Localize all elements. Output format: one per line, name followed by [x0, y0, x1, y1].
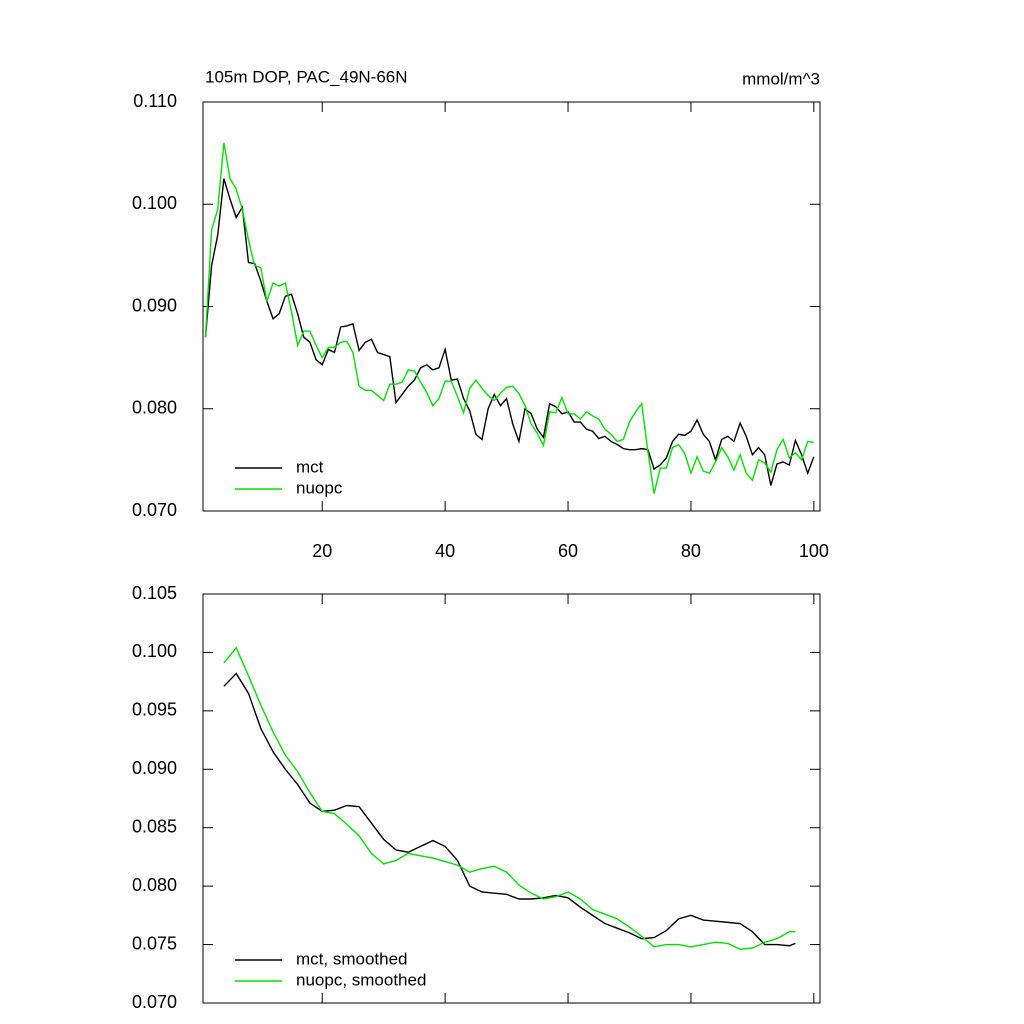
x-tick-label: 40 [435, 541, 455, 561]
y-tick-label: 0.070 [132, 992, 177, 1012]
legend-label: nuopc, smoothed [296, 970, 426, 989]
plot-frame [202, 593, 821, 1004]
x-tick-label: 100 [799, 541, 829, 561]
series-line [204, 178, 815, 486]
legend-label: nuopc [296, 478, 343, 497]
legend-label: mct, smoothed [296, 949, 408, 968]
y-tick-label: 0.085 [132, 816, 177, 836]
y-tick-label: 0.080 [132, 398, 177, 418]
y-tick-label: 0.070 [132, 500, 177, 520]
x-tick-label: 60 [558, 541, 578, 561]
series-line [223, 646, 796, 950]
x-tick-label: 20 [312, 541, 332, 561]
y-tick-label: 0.105 [132, 583, 177, 603]
y-tick-label: 0.110 [133, 91, 177, 111]
series-line [204, 142, 814, 494]
y-tick-label: 0.095 [132, 700, 177, 720]
y-tick-label: 0.090 [132, 295, 177, 315]
series-line [223, 672, 796, 947]
chart-title: 105m DOP, PAC_49N-66N [205, 67, 408, 86]
y-tick-label: 0.090 [132, 758, 177, 778]
legend-label: mct [296, 457, 324, 476]
y-tick-label: 0.100 [132, 193, 177, 213]
y-tick-label: 0.100 [132, 641, 177, 661]
y-tick-label: 0.080 [132, 875, 177, 895]
x-tick-label: 80 [681, 541, 701, 561]
units-label: mmol/m^3 [742, 69, 820, 88]
y-tick-label: 0.075 [132, 933, 177, 953]
